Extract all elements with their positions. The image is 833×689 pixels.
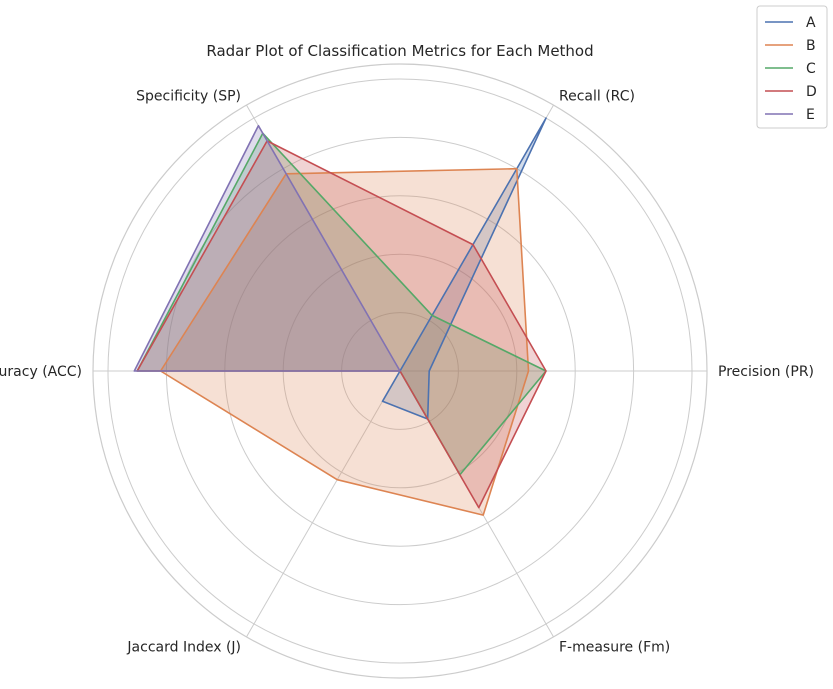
legend-label-d: D <box>806 84 817 100</box>
legend-label-a: A <box>806 15 816 31</box>
legend-label-b: B <box>806 38 816 54</box>
series-fill-a <box>382 118 546 419</box>
axis-label: Jaccard Index (J) <box>126 639 241 655</box>
series-fills <box>134 118 546 516</box>
series-fill-e <box>134 125 401 371</box>
series-fill-d <box>137 140 546 508</box>
series-fill-b <box>160 168 529 516</box>
axis-labels: Precision (PR) Recall (RC) Specificity (SP… <box>0 89 814 656</box>
series-lines <box>133 117 547 516</box>
legend-label-c: C <box>806 61 816 77</box>
axis-label: Accuracy (ACC) <box>0 364 82 380</box>
legend-label-e: E <box>806 107 815 123</box>
series-line-e <box>133 124 401 372</box>
axis-label: Recall (RC) <box>559 89 635 105</box>
axis-label: Specificity (SP) <box>136 89 241 105</box>
series-line-a <box>381 117 547 420</box>
legend-frame <box>756 5 828 129</box>
series-fill-c <box>137 133 546 475</box>
chart-title: Radar Plot of Classification Metrics for… <box>206 42 593 60</box>
axis-label: F-measure (Fm) <box>559 639 670 655</box>
axis-label: Precision (PR) <box>718 364 814 380</box>
axis-spoke <box>246 370 401 638</box>
